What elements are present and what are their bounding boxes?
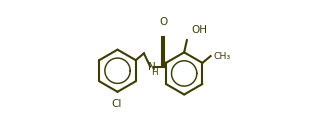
Text: Cl: Cl bbox=[111, 99, 121, 109]
Text: O: O bbox=[159, 17, 167, 27]
Text: CH₃: CH₃ bbox=[213, 52, 231, 61]
Text: OH: OH bbox=[191, 25, 207, 35]
Text: H: H bbox=[152, 68, 158, 77]
Text: N: N bbox=[148, 62, 156, 72]
